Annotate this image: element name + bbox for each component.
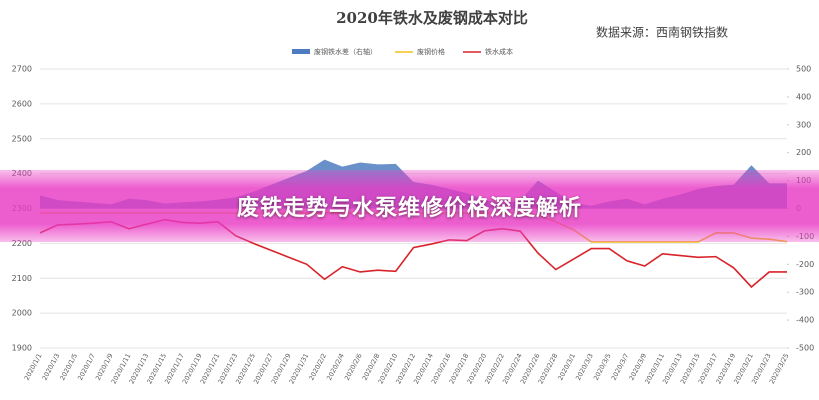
y2-tick-label: -400 xyxy=(796,316,814,325)
y2-tick-label: -300 xyxy=(796,288,814,297)
legend-label: 废钢铁水差（右轴） xyxy=(314,47,377,56)
banner-title: 废铁走势与水泵维修价格深度解析 xyxy=(236,196,582,221)
y-tick-label: 2700 xyxy=(12,65,32,74)
legend-label: 铁水成本 xyxy=(485,47,513,56)
source-note: 数据来源：西南钢铁指数 xyxy=(596,25,728,40)
y2-tick-label: 400 xyxy=(796,92,811,101)
y-tick-label: 2500 xyxy=(12,134,32,143)
legend-swatch xyxy=(292,49,310,54)
y2-tick-label: 200 xyxy=(796,148,811,157)
y-tick-label: 2600 xyxy=(12,99,32,108)
y2-tick-label: -500 xyxy=(796,344,814,353)
legend-label: 废钢价格 xyxy=(417,47,445,56)
y2-tick-label: 500 xyxy=(796,65,811,74)
y-tick-label: 1900 xyxy=(12,344,32,353)
y-tick-label: 2100 xyxy=(12,274,32,283)
chart-title: 2020年铁水及废钢成本对比 xyxy=(336,9,528,27)
banner: 废铁走势与水泵维修价格深度解析 xyxy=(0,170,819,242)
y2-tick-label: -200 xyxy=(796,260,814,269)
y2-tick-label: 300 xyxy=(796,120,811,129)
y-tick-label: 2000 xyxy=(12,309,32,318)
y-tick-label: 2200 xyxy=(12,239,32,248)
